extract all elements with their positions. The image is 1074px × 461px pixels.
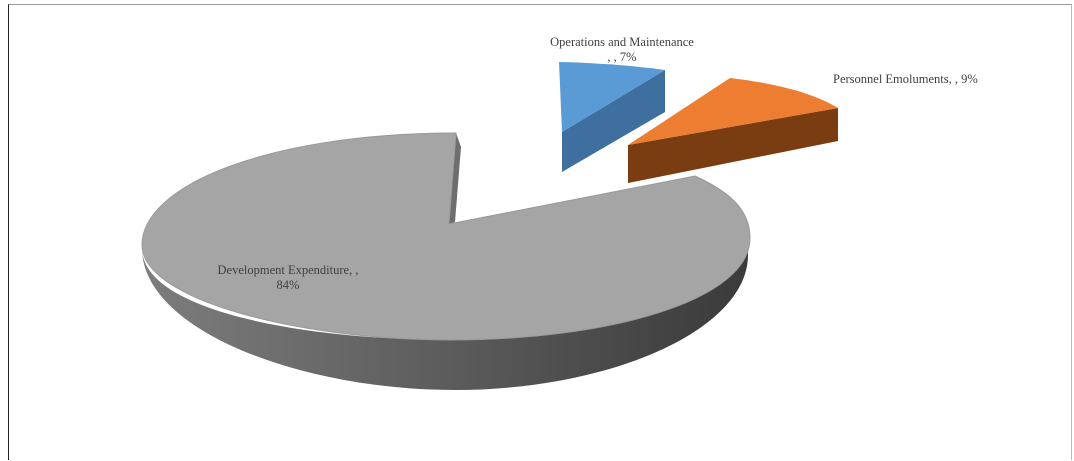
slice-personnel-emoluments-top xyxy=(628,78,838,145)
slice-development-expenditure[interactable] xyxy=(141,132,751,390)
slice-operations-and-maintenance[interactable] xyxy=(559,62,665,172)
slice-development-expenditure-cut-edge xyxy=(449,133,461,224)
slice-development-expenditure-side xyxy=(142,238,748,390)
slice-personnel-emoluments-side xyxy=(628,108,838,183)
slice-operations-and-maintenance-top xyxy=(559,62,665,132)
label-development-expenditure-line1: Development Expenditure, , xyxy=(218,263,359,277)
label-development-expenditure-line2: 84% xyxy=(277,278,300,292)
label-operations-and-maintenance-line2: , , 7% xyxy=(607,50,636,64)
slice-development-expenditure-top xyxy=(141,132,751,341)
slice-personnel-emoluments[interactable] xyxy=(628,78,838,183)
label-personnel-emoluments: Personnel Emoluments, , 9% xyxy=(833,72,978,86)
label-operations-and-maintenance-line1: Operations and Maintenance xyxy=(550,35,694,49)
slice-operations-and-maintenance-side xyxy=(562,70,665,172)
